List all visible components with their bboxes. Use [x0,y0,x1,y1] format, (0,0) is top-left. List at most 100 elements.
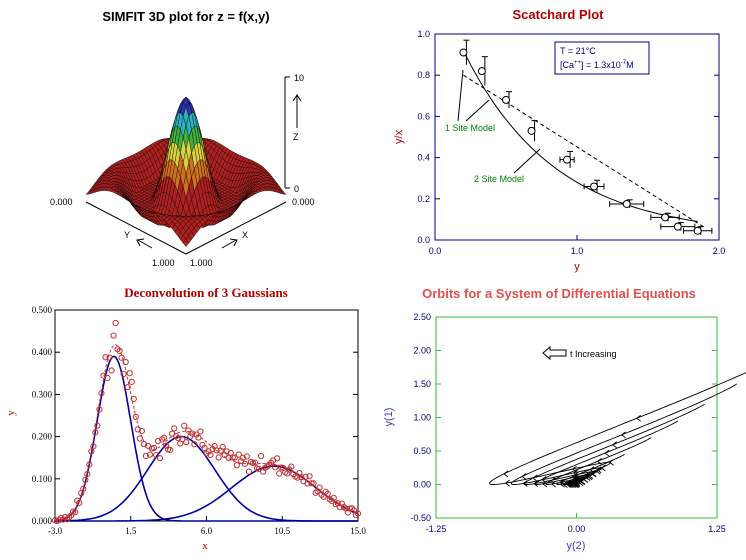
orbits-x-tick-label: -1.25 [426,524,447,534]
gaussian-component-curve [55,465,359,522]
gauss-x-tick-label: -3.0 [48,526,63,536]
scatchard-y-tick-label: 0.2 [417,194,430,204]
gauss-x-tick-label: 10.5 [274,526,290,536]
gauss-data-point [110,332,117,339]
orbits-y-tick-label: 1.50 [413,379,431,389]
gauss-data-point [136,435,143,442]
orbits-y-ticks: 2.50 2.00 1.50 1.00 0.50 0.00 -0.50 [410,312,717,523]
orbit-direction-arrow [583,472,589,480]
orbit-trajectory [523,403,705,485]
orbit-direction-arrow [521,473,527,480]
gauss-data-point [302,473,309,481]
orbits-xlabel: y(2) [567,540,586,552]
surface-title: SIMFIT 3D plot for z = f(x,y) [102,9,269,24]
orbit-direction-arrow [578,479,584,487]
scatchard-point [673,222,682,231]
z-axis-label: Z [293,132,299,142]
scatchard-ylabel: y/x [393,129,405,144]
gauss-data-point [276,470,283,477]
gauss-data-point [354,510,362,517]
gauss-data-point [124,384,131,391]
orbit-direction-arrow [574,481,580,488]
orbit-direction-arrow [573,471,579,479]
x-arrow [221,239,237,249]
gauss-curves [54,344,359,522]
orbits-y-tick-label: 0.50 [413,446,431,456]
scatchard-points [459,39,713,235]
gauss-data-point [310,480,317,487]
scatchard-point [622,199,631,208]
gauss-data-point [104,374,111,382]
orbit-direction-arrow [635,414,641,422]
gauss-data-point [348,505,356,512]
scatchard-legend-line2: [Ca++] = 1.3x10-7M [560,60,634,70]
gauss-data-point [233,462,240,469]
gauss-data-point [179,436,186,443]
gauss-data-point [185,427,192,434]
gauss-data-point [288,463,295,470]
gauss-data-point [191,441,198,448]
gauss-data-point [245,468,253,475]
gauss-data-point [146,451,154,458]
scatchard-legend-line1: T = 21°C [560,46,596,56]
t-increasing-arrow [542,345,567,361]
gauss-data-point [142,452,149,460]
gauss-data-point [106,354,113,361]
scatchard-point [661,213,670,222]
gauss-data-point [84,470,91,478]
orbit-direction-arrow [600,464,606,472]
orbit-direction-arrow [566,479,572,487]
gaussian-component-curve [55,435,358,522]
gauss-data-point [274,455,281,462]
gauss-data-point [116,347,123,355]
gauss-data-point [171,425,178,432]
gauss-data-point [88,448,95,455]
gauss-data-point [112,319,119,327]
gauss-data-point [128,378,135,385]
x-axis-label: X [242,230,248,240]
one-site-model-line [463,74,706,229]
gauss-data-point [150,444,158,452]
gauss-data-point [86,461,93,468]
surface-facet [182,239,190,247]
y-axis-base [85,201,187,255]
gauss-data-point [257,452,265,460]
gauss-xlabel: x [202,540,208,552]
orbits-panel: Orbits for a System of Differential Equa… [383,286,746,552]
gauss-data-point [223,448,230,455]
scatchard-xlabel: y [574,261,580,273]
corner-label-left: 0.000 [50,197,73,207]
scatchard-two-site-label: 2 Site Model [474,174,524,184]
gauss-data-point [72,509,79,516]
orbits-y-tick-label: 1.00 [413,413,431,423]
gauss-data-point [199,441,206,448]
orbits-y-tick-label: -0.50 [410,513,431,523]
gauss-data-point [120,370,127,378]
corner-label-bottom-right: 1.000 [190,258,213,268]
gaussian-sum-curve [54,344,359,522]
scatchard-y-tick-label: 0.4 [417,153,430,163]
orbit-direction-arrow [575,479,581,486]
gauss-y-tick-label: 0.200 [32,432,53,442]
gauss-data-point [167,446,174,454]
gauss-ylabel: y [5,410,17,416]
gauss-data-point [235,451,242,458]
gauss-data-point [181,422,188,429]
surface-panel: SIMFIT 3D plot for z = f(x,y) 10 0 Z X Y… [50,9,315,268]
surface-mesh [85,96,287,247]
orbit-direction-arrow [604,449,610,457]
gauss-data-point [316,484,323,491]
orbit-direction-arrow [620,431,626,439]
gauss-data-point [231,454,238,461]
gauss-y-tick-label: 0.300 [32,389,53,399]
gauss-data-point [130,395,137,403]
gauss-data-point [308,480,315,487]
gauss-y-tick-label: 0.500 [32,305,53,315]
gauss-data-point [195,434,202,441]
gauss-data-point [76,499,83,506]
gauss-data-point [243,453,250,460]
scatchard-point [477,67,486,76]
scatchard-x-ticks: 0.0 1.0 2.0 [429,235,725,256]
gauss-data-point [94,422,101,429]
orbits-x-tick-label: 1.25 [708,524,726,534]
